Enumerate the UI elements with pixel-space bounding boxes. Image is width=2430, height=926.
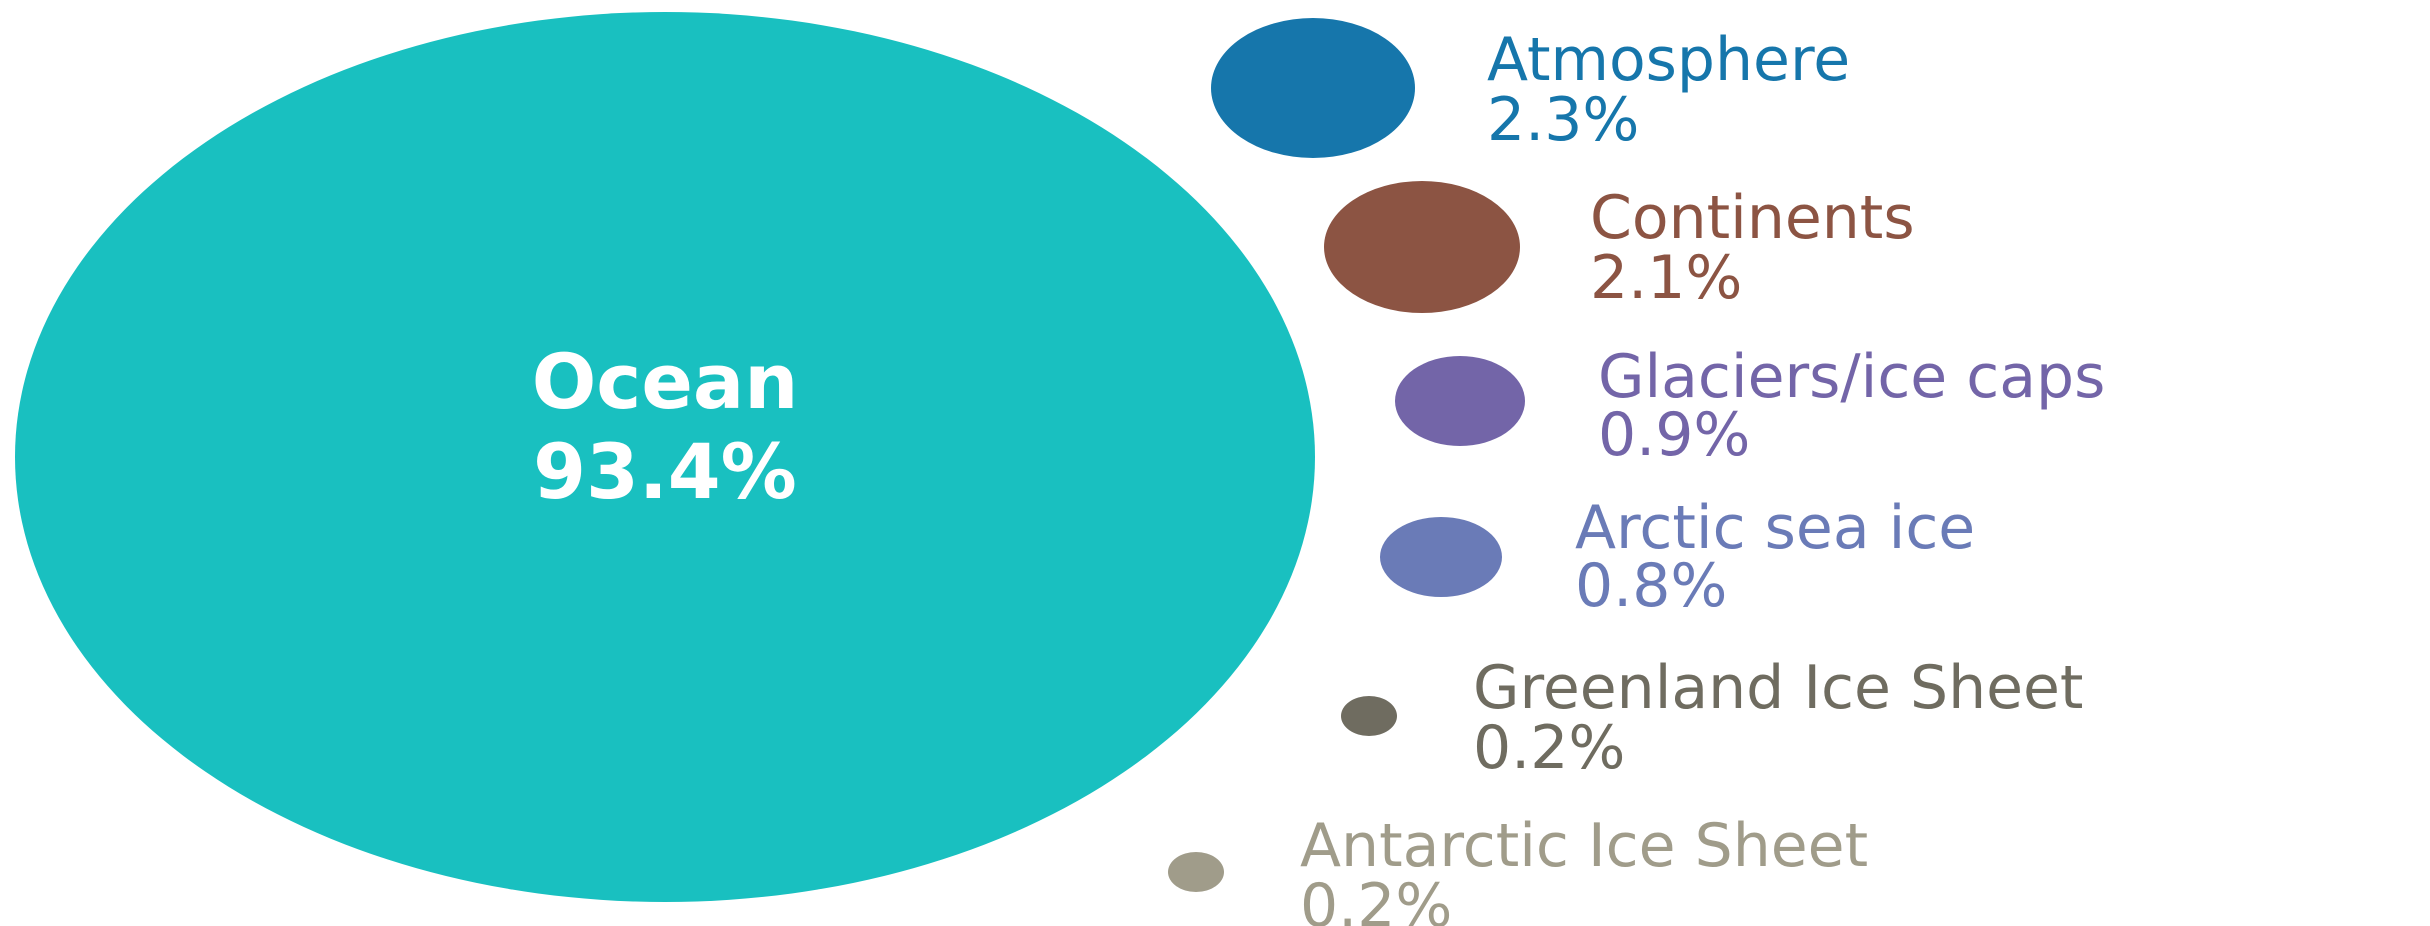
bubble-label-ocean: Ocean (532, 337, 799, 426)
bubble-label-arctic-sea-ice: Arctic sea ice (1575, 493, 1975, 563)
bubble-greenland-ice-sheet (1341, 696, 1397, 736)
bubble-arctic-sea-ice (1380, 517, 1502, 597)
bubble-value-greenland-ice-sheet: 0.2% (1473, 713, 1625, 783)
bubble-value-ocean: 93.4% (533, 427, 797, 516)
bubble-value-antarctic-ice-sheet: 0.2% (1300, 871, 1452, 926)
bubble-value-continents: 2.1% (1590, 243, 1742, 313)
bubble-value-atmosphere: 2.3% (1487, 85, 1639, 155)
bubble-glaciers-ice-caps (1395, 356, 1525, 446)
bubble-label-greenland-ice-sheet: Greenland Ice Sheet (1473, 653, 2083, 723)
bubble-label-antarctic-ice-sheet: Antarctic Ice Sheet (1300, 811, 1868, 881)
bubble-value-arctic-sea-ice: 0.8% (1575, 551, 1727, 621)
bubble-continents (1324, 181, 1520, 313)
bubble-value-glaciers-ice-caps: 0.9% (1598, 400, 1750, 470)
bubble-label-atmosphere: Atmosphere (1487, 25, 1850, 95)
bubble-antarctic-ice-sheet (1168, 852, 1224, 892)
bubble-label-continents: Continents (1590, 183, 1915, 253)
bubble-ocean (15, 12, 1315, 902)
bubble-atmosphere (1211, 18, 1415, 158)
bubble-label-glaciers-ice-caps: Glaciers/ice caps (1598, 342, 2105, 412)
